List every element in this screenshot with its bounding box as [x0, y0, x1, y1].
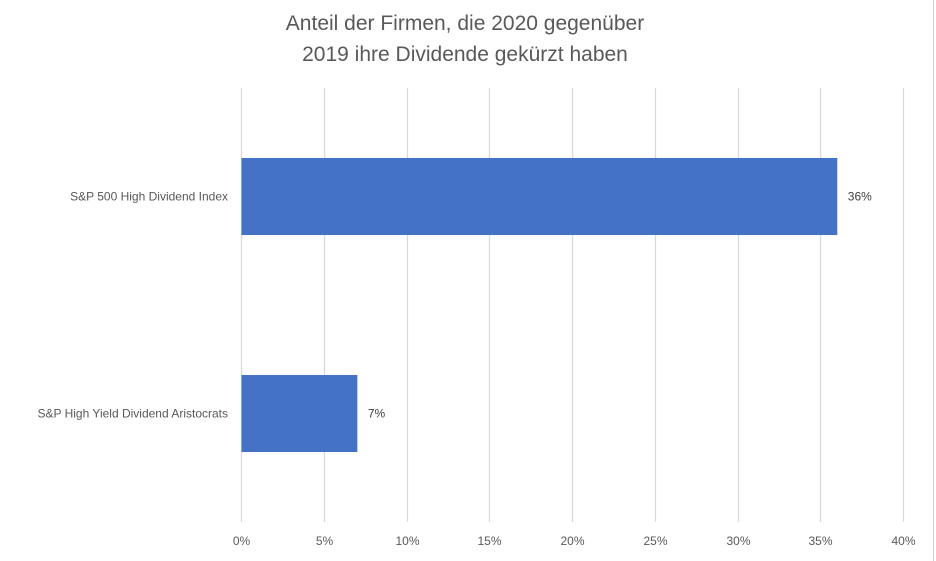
x-tick-label: 0% — [233, 534, 251, 548]
gridlines — [240, 88, 905, 522]
x-tick-label: 30% — [726, 534, 750, 548]
chart-title: Anteil der Firmen, die 2020 gegenüber 20… — [200, 8, 730, 70]
x-tick-label: 40% — [891, 534, 915, 548]
x-axis-tick-labels: 0% 5% 10% 15% 20% 25% 30% 35% 40% — [233, 534, 916, 548]
x-tick-label: 15% — [477, 534, 501, 548]
x-tick-label: 20% — [560, 534, 584, 548]
data-labels: 36% 7% — [368, 190, 872, 421]
data-label: 7% — [368, 407, 386, 421]
bar — [241, 374, 358, 453]
x-tick-label: 25% — [643, 534, 667, 548]
chart-title-line-2: 2019 ihre Dividende gekürzt haben — [302, 43, 628, 66]
category-labels: S&P 500 High Dividend Index S&P High Yiel… — [37, 190, 228, 421]
x-tick-label: 5% — [316, 534, 334, 548]
x-tick-label: 10% — [395, 534, 419, 548]
data-label: 36% — [848, 190, 872, 204]
category-label: S&P 500 High Dividend Index — [70, 190, 228, 204]
bar — [241, 157, 838, 236]
chart-title-line-1: Anteil der Firmen, die 2020 gegenüber — [285, 12, 645, 35]
sheet-edge-border — [933, 0, 934, 561]
x-tick-label: 35% — [808, 534, 832, 548]
bars — [241, 157, 838, 453]
category-label: S&P High Yield Dividend Aristocrats — [37, 407, 228, 421]
